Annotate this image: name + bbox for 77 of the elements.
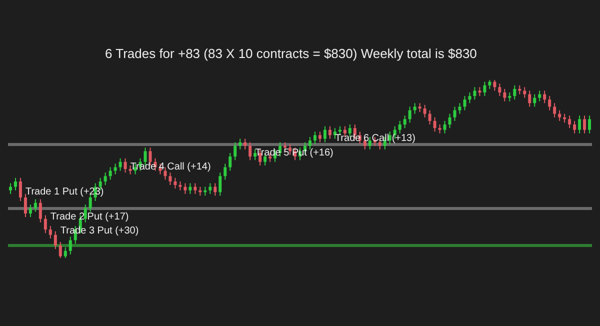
candlestick	[288, 144, 292, 156]
candlestick	[323, 126, 326, 143]
candlestick	[403, 115, 406, 129]
candlestick	[124, 158, 127, 174]
candlestick	[318, 131, 322, 143]
candlestick	[483, 81, 486, 97]
candlestick	[28, 204, 32, 218]
annotation: Trade 2 Put (+17)	[50, 211, 129, 222]
candlestick	[228, 152, 232, 172]
candlestick	[248, 142, 252, 161]
candlestick	[473, 86, 476, 100]
candlestick	[408, 106, 412, 124]
candlestick	[238, 138, 242, 150]
candlestick	[58, 241, 62, 258]
candlestick	[108, 166, 112, 180]
candlestick	[308, 136, 312, 150]
candlestick	[453, 106, 456, 122]
candlestick	[413, 102, 416, 114]
candlestick	[433, 116, 436, 132]
candlestick	[458, 102, 462, 114]
candlestick	[18, 177, 22, 202]
candlestick	[48, 225, 52, 239]
candlestick	[118, 158, 122, 172]
candlestick	[548, 96, 552, 111]
candlestick	[583, 115, 586, 134]
candlestick	[214, 182, 217, 196]
candlestick	[104, 172, 107, 186]
candlestick	[568, 115, 572, 129]
candlestick	[528, 90, 532, 108]
candlestick	[448, 113, 452, 129]
candlestick	[423, 104, 426, 118]
candlestick	[503, 88, 506, 102]
candlestick	[398, 120, 402, 134]
candlestick	[498, 83, 502, 97]
candlestick	[538, 90, 542, 102]
candlestick	[254, 148, 257, 161]
candlestick	[114, 163, 117, 175]
candlestick	[194, 182, 197, 194]
candlestick	[218, 172, 222, 196]
candlestick	[174, 177, 177, 190]
candlestick	[168, 172, 172, 186]
candlestick	[468, 92, 472, 104]
chart-title: 6 Trades for +83 (83 X 10 contracts = $830) Weekly total is $830	[105, 46, 477, 61]
candlestick	[578, 115, 582, 134]
candlestick	[523, 86, 526, 98]
candlestick	[54, 230, 57, 250]
candlestick	[533, 94, 536, 108]
candlestick	[463, 96, 466, 111]
candlestick	[313, 131, 316, 145]
candlestick	[84, 204, 87, 223]
candlestick	[513, 84, 516, 100]
candlestick	[244, 138, 247, 150]
candlestick	[388, 131, 392, 145]
candlestick	[8, 182, 12, 194]
candlestick	[34, 198, 37, 212]
candlestick	[224, 163, 227, 180]
candlestick	[234, 142, 237, 161]
candlestick	[164, 166, 167, 180]
candlestick	[428, 110, 432, 125]
candlestick	[368, 136, 372, 150]
candlestick	[24, 193, 27, 218]
candlestick	[573, 120, 576, 134]
candlestick	[208, 182, 212, 194]
candlestick	[44, 214, 47, 234]
candlestick	[14, 177, 17, 191]
candlestick	[543, 90, 546, 104]
candlestick	[38, 198, 42, 223]
candlestick	[184, 182, 187, 194]
candlestick	[68, 236, 72, 255]
candlestick	[328, 126, 332, 140]
candlestick	[64, 246, 67, 258]
candlestick	[188, 182, 192, 194]
candlestick	[493, 80, 496, 92]
candlestick	[443, 120, 446, 134]
candlestick	[588, 115, 592, 134]
candlestick	[553, 102, 556, 118]
candlestick	[558, 110, 562, 122]
